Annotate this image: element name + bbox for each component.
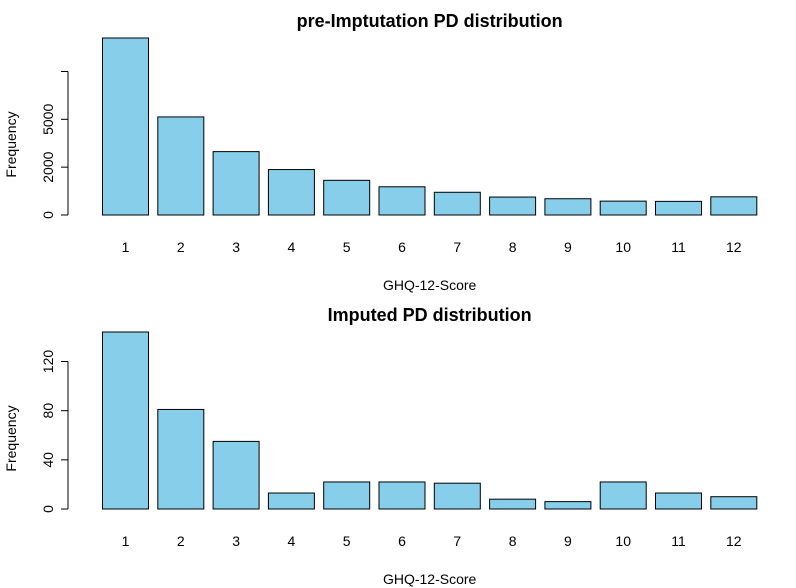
x-tick-label: 9: [564, 239, 572, 255]
x-tick-label: 12: [726, 239, 742, 255]
x-tick-label: 9: [564, 533, 572, 549]
x-tick-label: 6: [398, 533, 406, 549]
x-tick-label: 2: [177, 533, 185, 549]
x-tick-label: 8: [509, 533, 517, 549]
bar-5: [323, 179, 371, 216]
x-tick-label: 10: [615, 533, 631, 549]
bar-2: [157, 116, 205, 216]
bar-3: [212, 151, 260, 216]
x-axis-label: GHQ-12-Score: [383, 277, 477, 293]
bar-6: [378, 186, 426, 216]
y-tick-label: 2000: [40, 151, 56, 182]
bar-12: [710, 196, 758, 216]
x-tick-label: 11: [671, 239, 686, 255]
bar-1: [102, 331, 149, 510]
x-tick-label: 5: [343, 239, 351, 255]
bar-5: [323, 481, 371, 510]
bar-7: [433, 482, 481, 510]
x-tick-label: 3: [232, 239, 240, 255]
bar-12: [710, 496, 758, 510]
y-axis-label: Frequency: [3, 111, 19, 177]
bar-2: [157, 408, 205, 510]
x-tick-label: 2: [177, 239, 185, 255]
y-tick-label: 80: [40, 403, 56, 419]
y-axis-label: Frequency: [3, 405, 19, 471]
x-tick-label: 11: [671, 533, 686, 549]
x-tick-label: 10: [615, 239, 631, 255]
x-tick-label: 6: [398, 239, 406, 255]
bar-9: [544, 198, 592, 216]
chart-title: pre-Imptutation PD distribution: [297, 11, 563, 31]
y-tick-label: 120: [40, 350, 56, 374]
x-tick-label: 8: [509, 239, 517, 255]
bar-11: [655, 492, 702, 510]
bar-6: [378, 481, 426, 510]
bar-10: [599, 200, 647, 216]
bar-4: [267, 492, 315, 510]
y-tick-label: 0: [40, 211, 56, 219]
x-tick-label: 7: [453, 239, 461, 255]
bar-9: [544, 501, 592, 510]
x-tick-label: 7: [453, 533, 461, 549]
bar-10: [599, 481, 647, 510]
bar-11: [655, 200, 702, 216]
y-tick-label: 40: [40, 452, 56, 468]
x-tick-label: 3: [232, 533, 240, 549]
y-tick-label: 5000: [40, 104, 56, 135]
chart-title: Imputed PD distribution: [328, 305, 532, 325]
bar-4: [267, 169, 315, 216]
y-tick-label: 0: [40, 505, 56, 513]
x-axis-label: GHQ-12-Score: [383, 571, 477, 587]
x-tick-label: 4: [288, 239, 296, 255]
x-tick-label: 1: [122, 239, 130, 255]
bar-1: [102, 37, 149, 216]
bar-8: [489, 498, 537, 510]
bar-7: [433, 191, 481, 216]
x-tick-label: 1: [122, 533, 130, 549]
x-tick-label: 5: [343, 533, 351, 549]
bar-8: [489, 196, 537, 216]
x-tick-label: 12: [726, 533, 742, 549]
bar-3: [212, 440, 260, 510]
x-tick-label: 4: [288, 533, 296, 549]
